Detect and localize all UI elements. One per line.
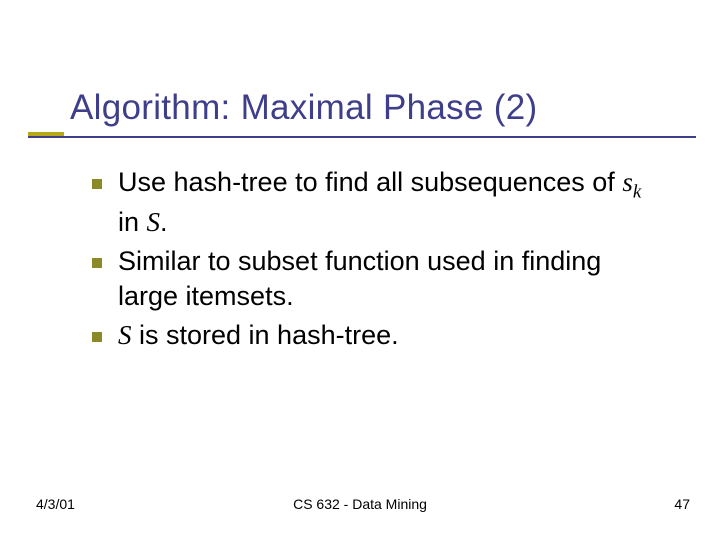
text-run: in xyxy=(118,207,147,237)
slide-title: Algorithm: Maximal Phase (2) xyxy=(70,88,690,128)
text-run: . xyxy=(160,207,168,237)
bullet-text: S is stored in hash-tree. xyxy=(118,318,399,353)
list-item: Similar to subset function used in findi… xyxy=(92,244,660,314)
text-run: Similar to subset function used in findi… xyxy=(118,246,601,311)
math-var: S xyxy=(147,207,161,237)
footer-page-number: 47 xyxy=(674,496,690,512)
bullet-text: Use hash-tree to find all subsequences o… xyxy=(118,165,660,240)
text-run: Use hash-tree to find all subsequences o… xyxy=(118,167,622,197)
list-item: Use hash-tree to find all subsequences o… xyxy=(92,165,660,240)
slide: Algorithm: Maximal Phase (2) Use hash-tr… xyxy=(0,0,720,540)
bullet-icon xyxy=(92,179,102,189)
title-container: Algorithm: Maximal Phase (2) xyxy=(70,88,690,128)
list-item: S is stored in hash-tree. xyxy=(92,318,660,353)
title-underline xyxy=(28,136,696,138)
math-subscript: k xyxy=(633,181,641,202)
bullet-icon xyxy=(92,332,102,342)
footer-course: CS 632 - Data Mining xyxy=(0,496,720,512)
bullet-icon xyxy=(92,258,102,268)
math-var: s xyxy=(622,167,633,197)
math-var: S xyxy=(118,320,132,350)
text-run: is stored in hash-tree. xyxy=(132,320,399,350)
bullet-list: Use hash-tree to find all subsequences o… xyxy=(92,165,660,357)
bullet-text: Similar to subset function used in findi… xyxy=(118,244,660,314)
